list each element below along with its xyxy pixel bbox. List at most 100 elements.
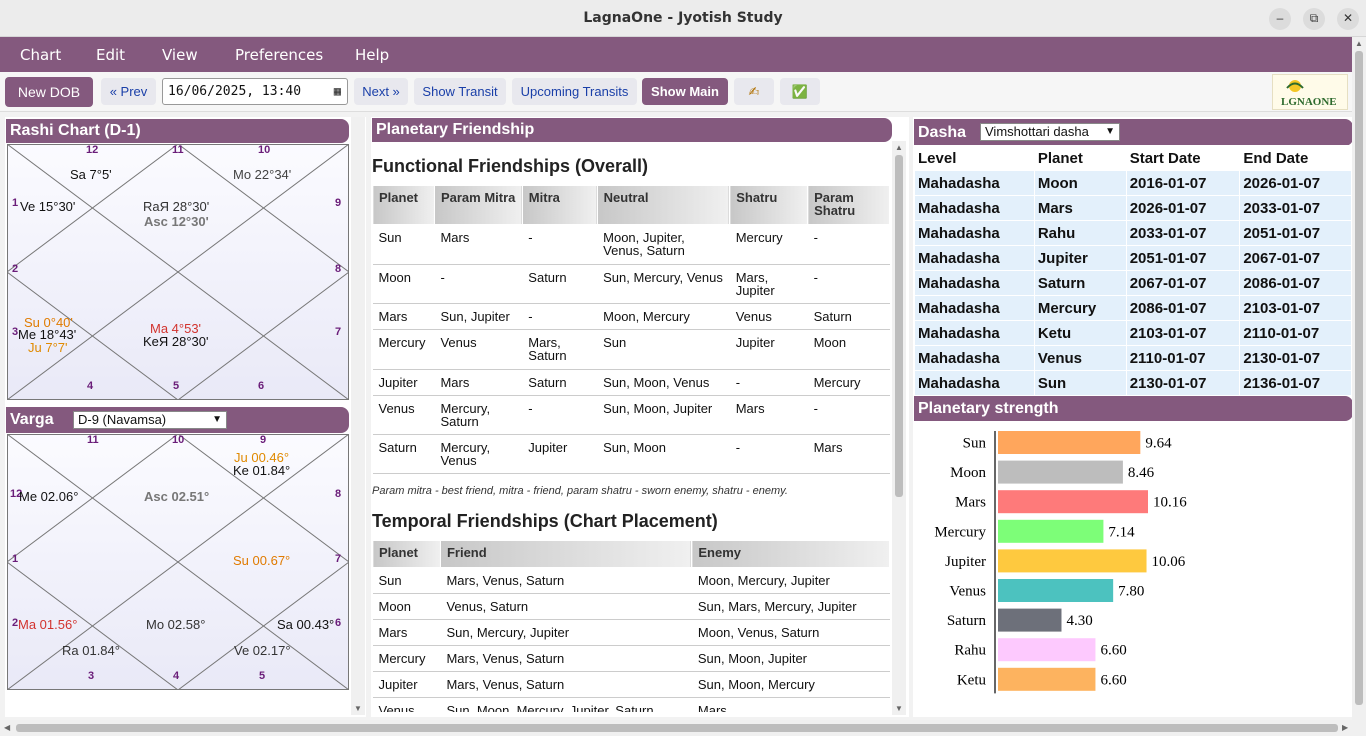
friendship-scrollbar[interactable]: ▲ ▼ [892,141,906,715]
dasha-row[interactable]: Mahadasha Mars 2026-01-07 2033-01-07 [914,195,1352,221]
temporal-row: Mercury Mars, Venus, Saturn Sun, Moon, Jup… [372,645,890,672]
strength-header: Planetary strength [914,396,1353,421]
functional-cell: Jupiter [729,329,808,370]
close-icon[interactable]: ✕ [1337,8,1359,30]
scroll-down-icon[interactable]: ▼ [895,704,903,713]
functional-row: Saturn Mercury, Venus Jupiter Sun, Moon - Mar… [372,434,890,474]
menu-preferences[interactable]: Preferences [235,46,324,64]
friendship-scroll-thumb[interactable] [895,155,903,497]
check-mark-icon[interactable]: ✅ [780,78,820,105]
dasha-row[interactable]: Mahadasha Moon 2016-01-07 2026-01-07 [914,170,1352,196]
dasha-row[interactable]: Mahadasha Sun 2130-01-07 2136-01-07 [914,370,1352,396]
functional-col-header: Neutral [596,185,731,225]
functional-cell: Mars, Jupiter [729,264,808,304]
rashi-house-7: 7 [335,326,342,338]
dasha-row[interactable]: Mahadasha Venus 2110-01-07 2130-01-07 [914,345,1352,371]
functional-cell: Sun, Jupiter [434,303,523,330]
dasha-row[interactable]: Mahadasha Ketu 2103-01-07 2110-01-07 [914,320,1352,346]
dasha-title: Dasha [918,124,967,141]
dasha-cell: 2051-01-07 [1239,220,1352,246]
dasha-cell: Mahadasha [914,245,1035,271]
scroll-up-icon[interactable]: ▲ [895,143,903,152]
menu-chart[interactable]: Chart [20,46,62,64]
functional-cell: Saturn [522,264,598,304]
functional-cell: Sun, Moon, Jupiter [597,395,730,435]
new-dob-button[interactable]: New DOB [5,77,93,107]
writing-hand-icon[interactable]: ✍ [734,78,774,105]
rashi-house-12: 12 [86,144,99,156]
dasha-col-header: End Date [1239,145,1352,171]
functional-cell: Mercury [729,224,808,265]
dasha-cell: Rahu [1033,220,1127,246]
functional-cell: Mercury, Saturn [434,395,523,435]
temporal-cell: Mars [691,697,890,712]
rashi-ascendant: Asc 12°30' [144,214,209,229]
dasha-cell: 2130-01-07 [1125,370,1241,396]
varga-moon: Mo 02.58° [146,617,206,632]
rashi-jupiter: Ju 7°7' [28,340,68,355]
temporal-cell: Sun, Mars, Mercury, Jupiter [691,593,890,620]
upcoming-transits-button[interactable]: Upcoming Transits [512,78,637,105]
minimize-icon[interactable]: – [1269,8,1291,30]
datetime-input[interactable]: 16/06/2025, 13:40 ▦ [162,78,348,105]
friendship-title: Planetary Friendship [376,121,535,138]
horizontal-scroll-thumb[interactable] [16,724,1338,732]
dasha-cell: 2130-01-07 [1239,345,1352,371]
dasha-selected: Vimshottari dasha [985,124,1089,139]
chart-panel-scrollbar[interactable]: ▼ [351,117,365,715]
menu-edit[interactable]: Edit [96,46,126,64]
dasha-row[interactable]: Mahadasha Jupiter 2051-01-07 2067-01-07 [914,245,1352,271]
varga-select[interactable]: D-9 (Navamsa) ▼ [73,411,227,429]
dasha-col-header: Level [914,145,1035,171]
functional-cell: - [522,395,598,435]
dasha-panel: Dasha Vimshottari dasha ▼ Level Planet Sta… [913,117,1353,717]
rashi-rahu: RaЯ 28°30' [143,199,210,214]
functional-cell: - [522,224,598,265]
dasha-select[interactable]: Vimshottari dasha ▼ [980,123,1120,141]
prev-button[interactable]: « Prev [101,78,156,105]
temporal-row: Moon Venus, Saturn Sun, Mars, Mercury, Jup… [372,593,890,620]
scroll-left-icon[interactable]: ◀ [4,723,11,732]
strength-value-label: 10.16 [1153,495,1187,511]
temporal-heading: Temporal Friendships (Chart Placement) [372,511,718,531]
next-button[interactable]: Next » [354,78,408,105]
window-scrollbar[interactable]: ▲ [1352,37,1366,720]
varga-selected: D-9 (Navamsa) [78,412,167,427]
rashi-house-11: 11 [172,144,184,156]
calendar-icon[interactable]: ▦ [333,84,341,98]
app-logo: LGNAONE [1272,74,1348,110]
temporal-cell: Mars [372,619,441,646]
window-scroll-thumb[interactable] [1355,51,1363,705]
scroll-up-icon[interactable]: ▲ [1355,39,1363,48]
rashi-venus: Ve 15°30' [20,199,76,214]
functional-cell: Saturn [807,303,890,330]
menu-view[interactable]: View [162,46,198,64]
functional-table: Planet Param Mitra Mitra Neutral Shatru Param… [372,185,890,474]
dasha-row[interactable]: Mahadasha Mercury 2086-01-07 2103-01-07 [914,295,1352,321]
strength-category-label: Moon [950,465,986,481]
functional-cell: - [807,264,890,304]
horizontal-scrollbar[interactable]: ◀ ▶ [0,720,1366,736]
varga-house-8: 8 [335,488,342,500]
menu-help[interactable]: Help [355,46,390,64]
functional-col-header: Mitra [521,185,598,225]
dasha-cell: Sun [1033,370,1127,396]
scroll-right-icon[interactable]: ▶ [1342,723,1349,732]
strength-category-label: Venus [949,584,986,600]
show-main-button[interactable]: Show Main [642,78,728,105]
strength-value-label: 7.14 [1108,524,1135,540]
strength-value-label: 10.06 [1152,554,1186,570]
dasha-row[interactable]: Mahadasha Saturn 2067-01-07 2086-01-07 [914,270,1352,296]
functional-col-header: Planet [372,185,435,225]
maximize-icon[interactable]: ⧉ [1303,8,1325,30]
varga-house-9: 9 [260,434,267,446]
dasha-row[interactable]: Mahadasha Rahu 2033-01-07 2051-01-07 [914,220,1352,246]
scroll-down-icon[interactable]: ▼ [354,704,362,713]
show-transit-button[interactable]: Show Transit [414,78,506,105]
dasha-cell: 2103-01-07 [1239,295,1352,321]
rashi-house-4: 4 [87,380,94,392]
rashi-house-1: 1 [12,197,19,209]
varga-house-1: 1 [12,553,19,565]
functional-cell: Jupiter [372,369,435,396]
strength-value-label: 9.64 [1145,436,1172,452]
